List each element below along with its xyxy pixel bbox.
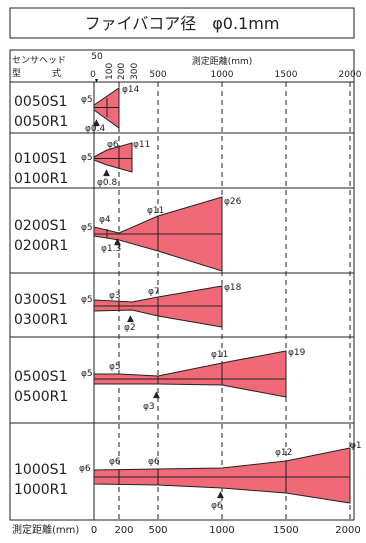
dia-top-b-1000: φ6	[148, 457, 160, 467]
dia-top-c-1000: φ12	[275, 448, 292, 458]
top-tick-100: 100	[105, 63, 115, 80]
dia-top-b-0300: φ7	[148, 287, 160, 297]
dia-top-c-0200: φ26	[224, 197, 242, 207]
title-box	[9, 7, 355, 39]
row-1000: 1000S1 1000R1 φ6 φ6 φ6 φ12 φ1 ▲ φ6	[14, 441, 362, 511]
model-0050R1: 0050R1	[14, 114, 68, 130]
model-0050S1: 0050S1	[14, 94, 67, 110]
header-type-a: 型	[12, 68, 21, 79]
dia-top-0050: φ14	[122, 85, 140, 95]
dia-top-d-1000: φ1	[350, 441, 362, 451]
waist-0050: φ0.4	[85, 124, 106, 134]
marker-1000: ▲	[217, 490, 224, 500]
header-type-b: 式	[52, 67, 61, 79]
top-tick-500: 500	[149, 70, 166, 80]
top-tick-200: 200	[117, 63, 127, 80]
model-0300S1: 0300S1	[14, 292, 67, 308]
marker-0200: ▲	[114, 237, 121, 247]
marker-0300: ▲	[127, 314, 134, 324]
waist-0300: φ2	[124, 323, 136, 333]
dia-left-0050: φ5	[81, 95, 93, 105]
model-0100S1: 0100S1	[14, 151, 67, 167]
dia-left-0300: φ5	[81, 295, 93, 305]
dia-top-a-0500: φ5	[109, 362, 121, 372]
model-1000S1: 1000S1	[14, 462, 67, 478]
top-tick-2000: 2000	[339, 70, 362, 80]
footer-tick-1000: 1000	[209, 525, 234, 536]
top-tick-300: 300	[130, 63, 140, 80]
dia-top-c-0300: φ18	[224, 283, 242, 293]
dia-top-b-0200: φ11	[147, 206, 164, 216]
row-0500: 0500S1 0500R1 φ5 φ5 φ11 φ19 ▲ φ3	[14, 348, 306, 412]
footer-axis-label: 測定距離(mm)	[12, 523, 79, 536]
dia-left-0500: φ5	[81, 369, 93, 379]
zero-marker-icon	[95, 79, 98, 83]
top-tick-0: 0	[90, 70, 96, 80]
axis-title: 測定距離(mm)	[192, 55, 253, 67]
footer-tick-200: 200	[114, 525, 133, 536]
row-0050: 0050S1 0050R1 φ5 φ14 ▲ φ0.4	[14, 85, 140, 134]
marker-0050: ▲	[93, 118, 100, 128]
page-title: ファイバコア径 φ0.1mm	[85, 14, 280, 33]
row-dividers	[10, 132, 354, 424]
model-0200S1: 0200S1	[14, 218, 67, 234]
row-0200: 0200S1 0200R1 φ5 φ4 φ11 φ26 ▲ φ1.3	[14, 196, 242, 272]
waist-0500: φ3	[143, 402, 155, 412]
footer-tick-1500: 1500	[273, 525, 298, 536]
table-frame	[9, 49, 355, 521]
marker-0100: ▲	[103, 168, 110, 178]
beam-0100	[93, 142, 133, 173]
header-sensor-head: センサヘッド	[12, 55, 66, 66]
beam-0500	[93, 350, 287, 398]
waist-0200: φ1.3	[101, 244, 121, 254]
waist-1000: φ6	[211, 501, 223, 511]
row-0100: 0100S1 0100R1 φ5 φ6 φ11 ▲ φ0.8	[14, 140, 150, 188]
dia-top-b-0100: φ11	[133, 140, 150, 150]
dia-top-b-0500: φ11	[211, 350, 228, 360]
dia-left-0100: φ5	[81, 153, 93, 163]
top-tick-1000: 1000	[211, 70, 234, 80]
row-0300: 0300S1 0300R1 φ5 φ3 φ7 φ18 ▲ φ2	[14, 283, 242, 333]
footer-tick-0: 0	[91, 525, 97, 536]
footer-tick-500: 500	[148, 525, 167, 536]
dia-left-1000: φ6	[79, 464, 91, 474]
footer-tick-2000: 2000	[335, 525, 360, 536]
top-tick-50: 50	[91, 52, 103, 62]
dia-top-a-0100: φ6	[107, 140, 119, 150]
model-1000R1: 1000R1	[14, 482, 68, 498]
top-tick-1500: 1500	[275, 70, 298, 80]
model-0500R1: 0500R1	[14, 389, 68, 405]
dia-top-c-0500: φ19	[288, 348, 306, 358]
dia-top-a-0200: φ4	[99, 215, 111, 225]
model-0100R1: 0100R1	[14, 171, 68, 187]
dia-top-a-0300: φ3	[109, 291, 121, 301]
marker-0500: ▲	[153, 390, 160, 400]
model-0500S1: 0500S1	[14, 369, 67, 385]
waist-0100: φ0.8	[97, 178, 118, 188]
model-0200R1: 0200R1	[14, 238, 68, 254]
dia-top-a-1000: φ6	[109, 457, 121, 467]
dia-left-0200: φ5	[81, 223, 93, 233]
model-0300R1: 0300R1	[14, 312, 68, 328]
